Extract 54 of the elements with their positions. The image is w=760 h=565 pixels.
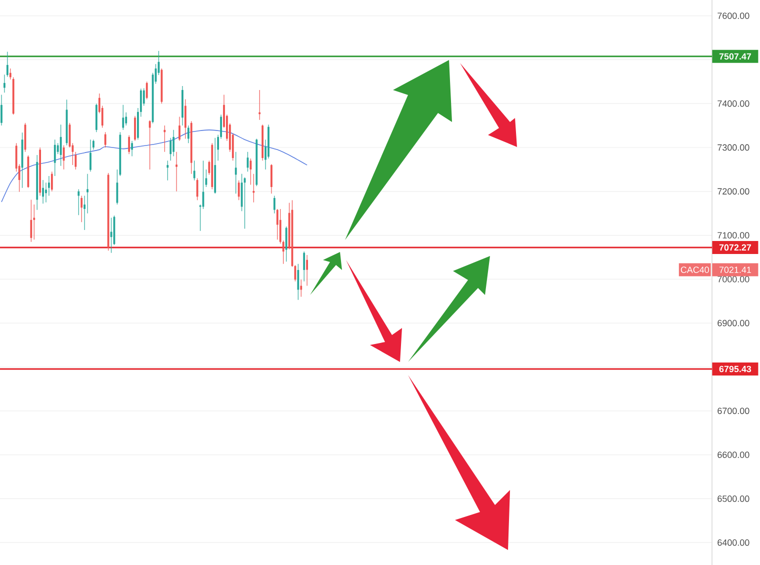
candlestick: [60, 124, 62, 166]
candlestick: [238, 180, 240, 200]
ref-line-label: 6795.43: [719, 366, 752, 372]
candlestick: [234, 152, 237, 194]
candlestick: [90, 139, 92, 172]
candlestick: [303, 251, 306, 282]
candlestick: [297, 264, 300, 300]
candlestick: [258, 90, 261, 120]
candlestick: [9, 68, 12, 80]
y-tick-label: 6600.00: [718, 452, 750, 458]
candlestick: [122, 104, 124, 130]
candlestick: [306, 254, 308, 286]
candlestick: [176, 152, 178, 192]
ref-line-label: 7507.47: [719, 53, 752, 60]
candlestick: [250, 158, 252, 186]
annotation: CAC40: [680, 266, 709, 273]
candlestick: [80, 195, 83, 222]
y-tick-label: 7300.00: [718, 144, 750, 151]
candlestick: [178, 116, 180, 142]
y-tick-label: 7100.00: [718, 232, 750, 238]
candlestick: [30, 199, 32, 242]
candlestick: [148, 120, 151, 170]
candlestick: [276, 208, 278, 240]
y-tick-label: 7600.00: [718, 12, 750, 19]
candlestick: [128, 134, 130, 154]
candlestick: [252, 174, 255, 203]
ref-line-label: 7072.27: [719, 244, 752, 251]
y-tick-label: 7200.00: [718, 188, 750, 195]
text: 7021.41: [719, 266, 751, 273]
candlestick: [172, 130, 175, 157]
y-tick-label: 6500.00: [718, 496, 750, 502]
candlestick: [270, 164, 272, 194]
candlestick: [50, 171, 53, 192]
candlestick: [134, 116, 136, 142]
candlestick: [273, 195, 276, 214]
candlestick: [86, 174, 88, 214]
y-tick-label: 7400.00: [718, 100, 750, 107]
candlestick: [187, 125, 190, 144]
y-tick-label: 6700.00: [718, 408, 750, 414]
candlestick: [193, 160, 196, 181]
candlestick: [184, 98, 186, 140]
candlestick: [166, 160, 169, 181]
candlestick: [78, 188, 80, 216]
candlestick: [164, 125, 166, 152]
candlestick: [54, 139, 56, 176]
candlestick: [300, 279, 302, 298]
candlestick: [146, 81, 148, 100]
candlestick: [131, 140, 133, 157]
y-tick-label: 7000.00: [718, 276, 750, 282]
y-tick-label: 6400.00: [718, 539, 750, 546]
y-tick-label: 6900.00: [718, 320, 750, 326]
candlestick: [0, 94, 2, 126]
candlestick: [42, 180, 44, 204]
candlestick: [104, 132, 106, 148]
